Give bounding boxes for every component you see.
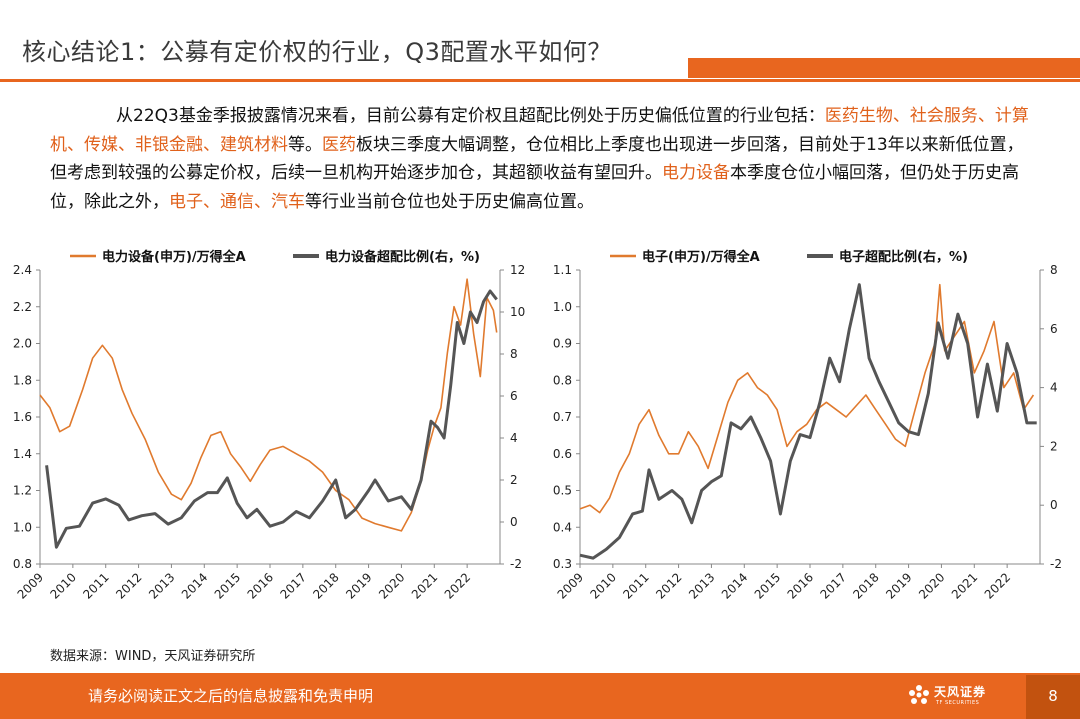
series-line-2 — [45, 289, 498, 549]
company-logo: 天风证券 TF SECURITIES — [906, 679, 1006, 713]
power-equipment-chart: 0.8 1.0 1.2 1.4 1.6 1.8 2.0 2.2 2.4 -2 0 2 4 6 8 10 12 20… — [13, 249, 525, 602]
legend-label-1: 电子(申万)/万得全A — [642, 249, 760, 265]
x-tick-label: 2020 — [376, 570, 407, 601]
title-underline — [0, 79, 1080, 82]
legend-label-2: 电力设备超配比例(右，%) — [325, 249, 480, 265]
y-tick-label-right: -2 — [510, 557, 522, 571]
y-tick-label-left: 1.1 — [553, 263, 572, 277]
y-tick-label-left: 0.9 — [553, 337, 572, 351]
y-tick-label-left: 1.4 — [13, 447, 32, 461]
y-tick-label-right: 8 — [510, 347, 518, 361]
x-tick-label: 2011 — [80, 570, 111, 601]
summary-paragraph: 从22Q3基金季报披露情况来看，目前公募有定价权且超配比例处于历史偏低位置的行业… — [50, 102, 1040, 216]
y-tick-label-right: 6 — [510, 389, 518, 403]
y-tick-label-left: 1.2 — [13, 484, 32, 498]
x-tick-label: 2019 — [883, 570, 914, 601]
footer-bar: 请务必阅读正文之后的信息披露和免责申明 天风证券 TF SECURITIES 8 — [0, 673, 1080, 719]
page-number: 8 — [1026, 675, 1080, 719]
disclaimer-link[interactable]: 请务必阅读正文之后的信息披露和免责申明 — [88, 687, 374, 705]
x-tick-label: 2022 — [442, 570, 473, 601]
x-tick-label: 2020 — [916, 570, 947, 601]
summary-text: 等行业当前仓位也处于历史偏高位置。 — [305, 191, 594, 212]
flower-logo-icon — [909, 685, 929, 704]
x-tick-label: 2022 — [982, 570, 1013, 601]
y-tick-label-left: 0.3 — [553, 557, 572, 571]
y-tick-label-left: 0.6 — [553, 447, 572, 461]
x-tick-label: 2016 — [785, 570, 816, 601]
x-tick-label: 2014 — [719, 570, 750, 601]
x-tick-label: 2016 — [245, 570, 276, 601]
x-tick-label: 2013 — [686, 570, 717, 601]
summary-text: 等。 — [288, 134, 322, 155]
summary-highlight: 电子、通信、汽车 — [169, 191, 305, 212]
legend-label-1: 电力设备(申万)/万得全A — [102, 249, 246, 265]
x-tick-label: 2021 — [409, 570, 440, 601]
x-tick-label: 2018 — [850, 570, 881, 601]
logo-text: 天风证券 — [934, 685, 987, 699]
title-accent-bar — [688, 58, 1080, 78]
x-tick-label: 2018 — [310, 570, 341, 601]
y-tick-label-right: 0 — [510, 515, 518, 529]
x-tick-label: 2015 — [212, 570, 243, 601]
y-tick-label-right: 6 — [1050, 322, 1058, 336]
y-tick-label-right: -2 — [1050, 557, 1062, 571]
y-tick-label-left: 1.8 — [13, 373, 32, 387]
y-tick-label-right: 10 — [510, 305, 525, 319]
y-tick-label-right: 8 — [1050, 263, 1058, 277]
summary-text: 板块三季度大幅调整，仓位相比上季度也出现进一步回落，目前处于13年以来新低位置，… — [50, 134, 1024, 184]
y-tick-label-right: 4 — [1050, 381, 1058, 395]
y-tick-label-left: 1.6 — [13, 410, 32, 424]
x-tick-label: 2010 — [47, 570, 78, 601]
y-tick-label-right: 2 — [1050, 439, 1058, 453]
x-tick-label: 2012 — [653, 570, 684, 601]
series-line-1 — [579, 283, 1035, 514]
x-tick-label: 2013 — [146, 570, 177, 601]
x-tick-label: 2009 — [555, 570, 586, 601]
x-tick-label: 2014 — [179, 570, 210, 601]
x-tick-label: 2019 — [343, 570, 374, 601]
y-tick-label-left: 1.0 — [13, 520, 32, 534]
x-tick-label: 2010 — [587, 570, 618, 601]
logo-subtext: TF SECURITIES — [936, 700, 980, 706]
x-tick-label: 2017 — [277, 570, 308, 601]
y-tick-label-left: 0.7 — [553, 410, 572, 424]
y-tick-label-left: 0.8 — [553, 373, 572, 387]
y-tick-label-left: 0.5 — [553, 484, 572, 498]
y-tick-label-right: 4 — [510, 431, 518, 445]
page-title: 核心结论1：公募有定价权的行业，Q3配置水平如何？ — [22, 38, 612, 66]
y-tick-label-right: 12 — [510, 263, 525, 277]
data-source-note: 数据来源：WIND，天风证券研究所 — [50, 649, 256, 664]
y-tick-label-left: 2.2 — [13, 300, 32, 314]
x-tick-label: 2009 — [15, 570, 46, 601]
summary-text: 从22Q3基金季报披露情况来看，目前公募有定价权且超配比例处于历史偏低位置的行业… — [116, 106, 825, 126]
legend-label-2: 电子超配比例(右，%) — [839, 249, 968, 265]
summary-highlight: 医药生物、社会服务、计算机、传媒、非银金融、建筑材料 — [50, 106, 1029, 155]
x-tick-label: 2017 — [817, 570, 848, 601]
series-line-2 — [579, 283, 1037, 560]
y-tick-label-left: 0.8 — [13, 557, 32, 571]
y-tick-label-right: 2 — [510, 473, 518, 487]
x-tick-label: 2021 — [949, 570, 980, 601]
x-tick-label: 2011 — [620, 570, 651, 601]
y-tick-label-left: 1.0 — [553, 300, 572, 314]
summary-text: 本季度仓位小幅回落，但仍处于历史高位，除此之外， — [50, 163, 1019, 212]
x-tick-label: 2012 — [113, 570, 144, 601]
summary-highlight: 电力设备 — [662, 163, 730, 183]
x-tick-label: 2015 — [752, 570, 783, 601]
y-tick-label-left: 2.0 — [13, 337, 32, 351]
summary-highlight: 医药 — [322, 134, 356, 155]
y-tick-label-right: 0 — [1050, 498, 1058, 512]
series-line-1 — [39, 278, 498, 532]
y-tick-label-left: 0.4 — [553, 520, 572, 534]
y-tick-label-left: 2.4 — [13, 263, 32, 277]
